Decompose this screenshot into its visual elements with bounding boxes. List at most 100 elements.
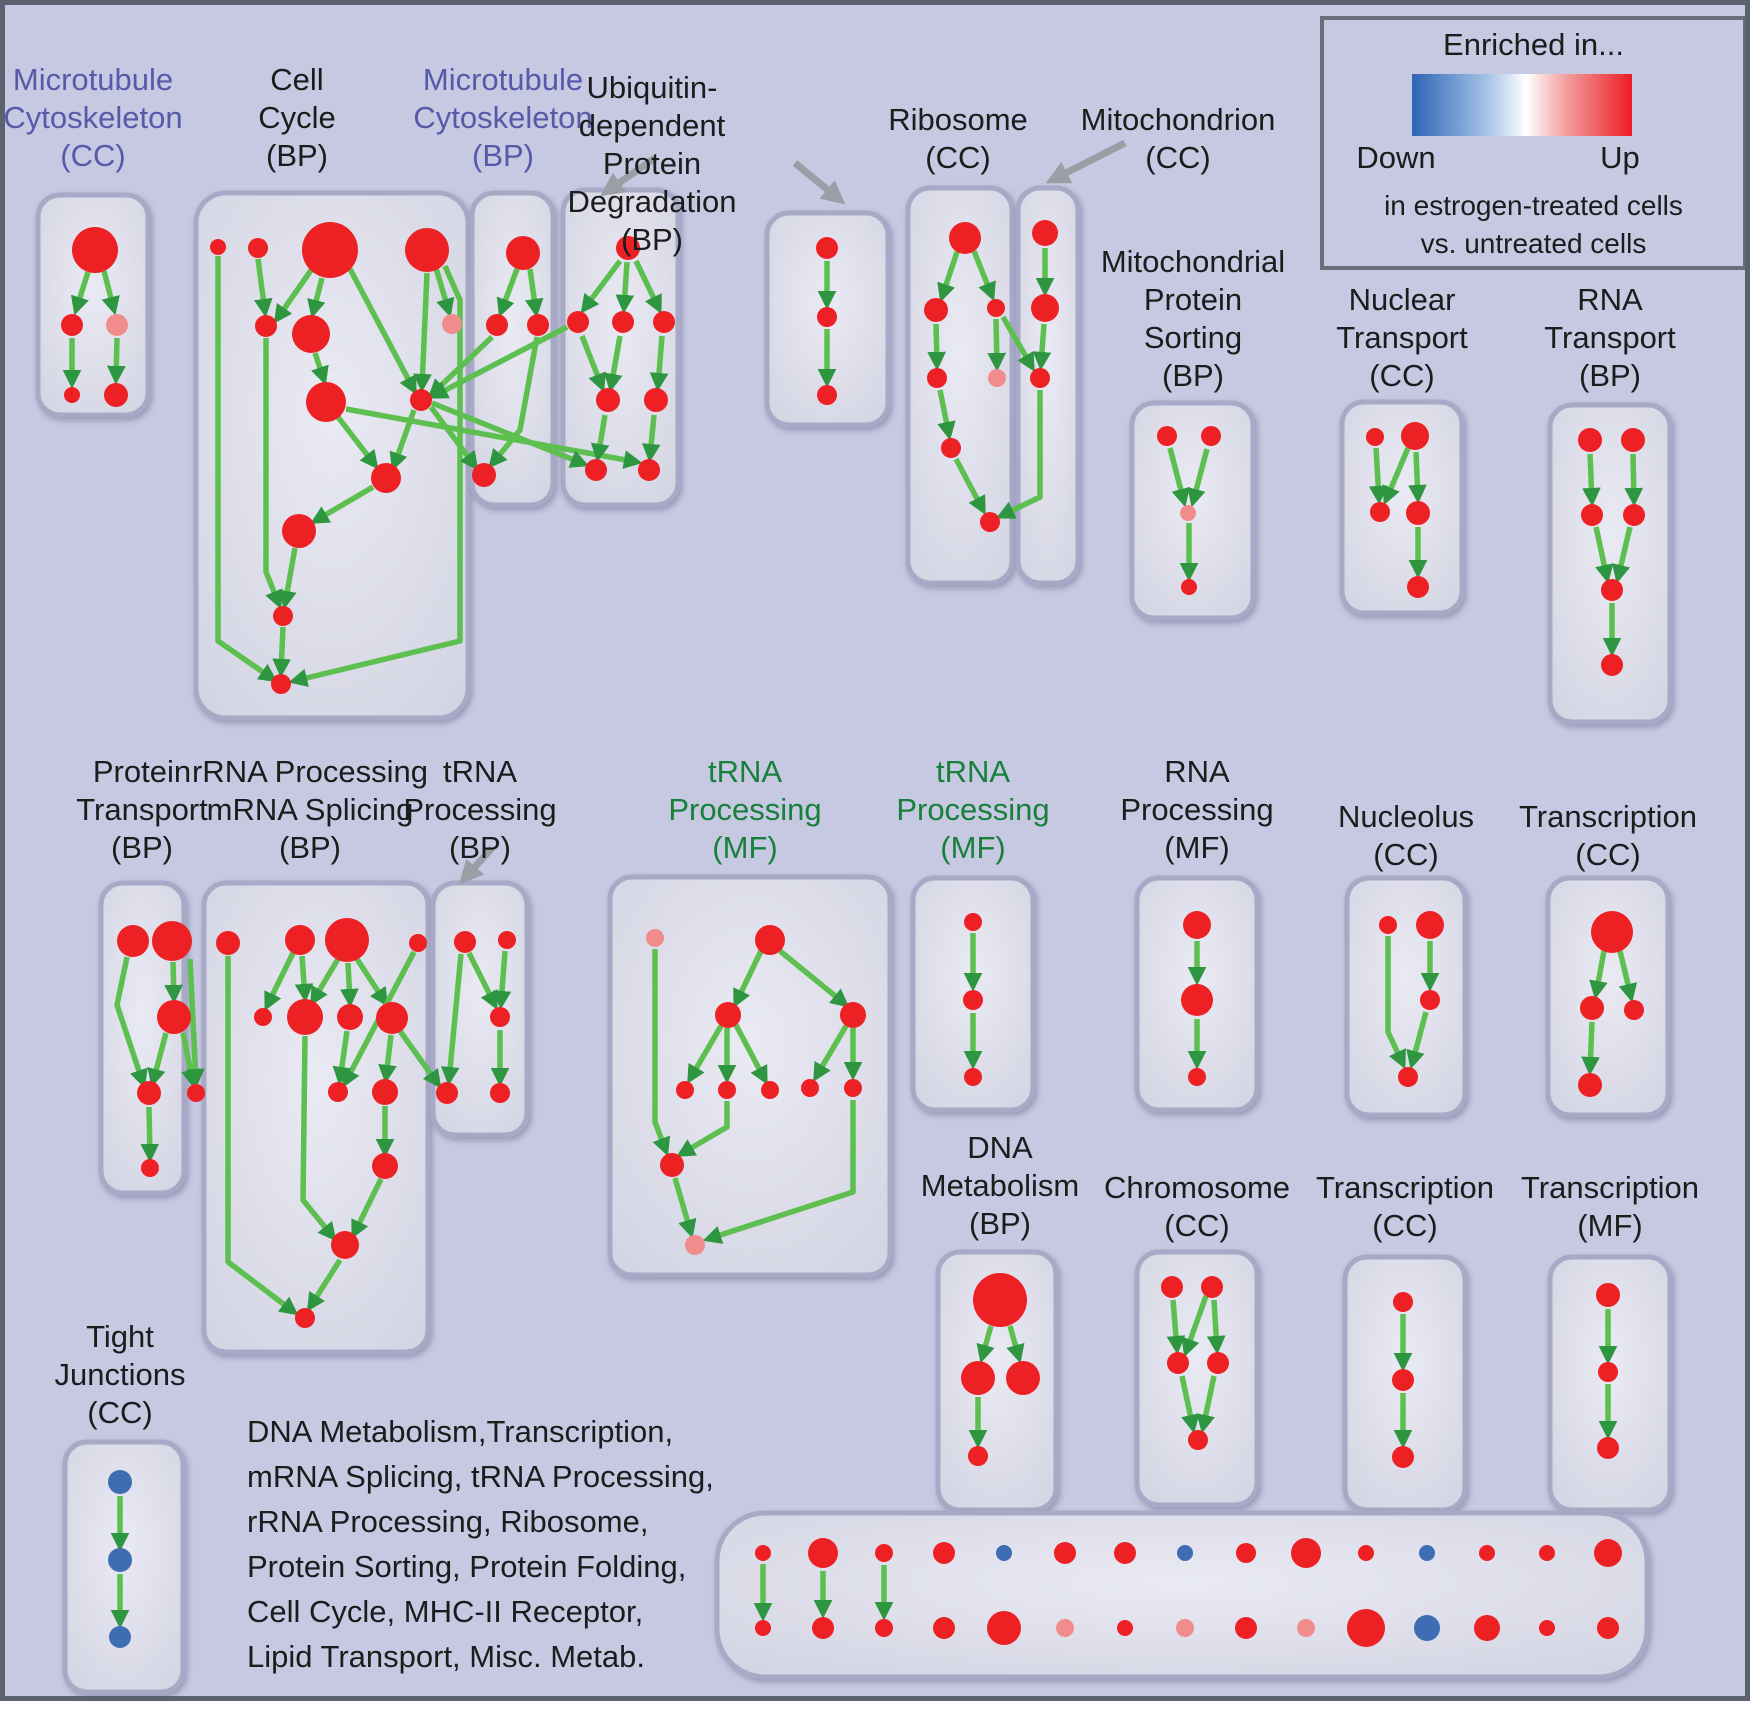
edge-arrow — [1611, 526, 1633, 584]
go-term-node — [187, 1084, 205, 1102]
go-term-node — [506, 236, 540, 270]
edge-arrow — [1166, 1299, 1186, 1355]
edge-arrow — [106, 337, 126, 385]
go-term-node — [331, 1231, 359, 1259]
go-term-node — [1414, 1615, 1440, 1641]
go-term-node — [1578, 1073, 1602, 1097]
rna-processing-mf-label: RNA — [1164, 754, 1230, 789]
label-pointer-arrow-icon — [1045, 139, 1127, 184]
edge-arrow — [615, 261, 635, 314]
go-term-node — [72, 227, 118, 273]
go-term-node — [988, 369, 1006, 387]
edge-arrow — [953, 457, 986, 515]
legend-up-label: Up — [1600, 140, 1640, 175]
edge-arrow — [778, 948, 850, 1008]
edge-arrow — [215, 256, 278, 683]
go-term-node — [567, 311, 589, 333]
dna-metabolism-bp-label: DNA — [967, 1130, 1033, 1165]
edge-arrow — [590, 414, 610, 463]
go-term-node — [409, 934, 427, 952]
edge-arrow — [440, 953, 464, 1086]
edge-arrow — [1382, 446, 1411, 506]
nuclear-transport-cc-box — [1339, 399, 1465, 616]
protein-transport-bp-label: Protein — [93, 754, 191, 789]
go-term-node — [596, 388, 620, 412]
cell-cycle-bp-label: Cell — [270, 62, 323, 97]
go-term-node — [1366, 428, 1384, 446]
go-term-node — [1157, 426, 1177, 446]
go-term-node — [1181, 579, 1197, 595]
edge-arrow — [466, 951, 498, 1011]
go-term-node — [210, 239, 226, 255]
trna-processing-mf-a-label: (MF) — [712, 830, 777, 865]
edge-arrow — [937, 389, 956, 441]
edge-arrow — [733, 1023, 768, 1085]
go-term-node — [1393, 1292, 1413, 1312]
go-term-node — [486, 314, 508, 336]
go-term-node — [372, 1153, 398, 1179]
go-term-node — [64, 387, 80, 403]
microtubule-cytoskeleton-bp-label: Microtubule — [423, 62, 583, 97]
edge-arrow — [264, 951, 296, 1012]
go-term-node — [106, 314, 128, 336]
go-term-node — [1291, 1538, 1321, 1568]
cell-cycle-bp-label: Cycle — [258, 100, 336, 135]
go-term-node — [987, 299, 1005, 317]
edge-arrow — [1385, 936, 1406, 1070]
tight-junctions-cc-label: Junctions — [55, 1357, 186, 1392]
edge-arrow — [1187, 448, 1210, 508]
go-term-node — [1601, 654, 1623, 676]
nuclear-transport-cc-label: (CC) — [1369, 358, 1434, 393]
nuclear-transport-cc-label: Transport — [1336, 320, 1468, 355]
go-term-node — [376, 1002, 408, 1034]
rna-transport-bp-label: Transport — [1544, 320, 1676, 355]
trna-processing-bp-label: Processing — [403, 792, 556, 827]
transcription-mf-label: (MF) — [1577, 1208, 1642, 1243]
go-term-node — [1594, 1539, 1622, 1567]
trna-processing-mf-a-box — [607, 874, 893, 1278]
go-term-node — [1539, 1620, 1555, 1636]
go-term-node — [137, 1081, 161, 1105]
go-term-node — [616, 236, 640, 260]
edge-arrow — [429, 324, 569, 399]
edge-arrow — [1408, 451, 1427, 504]
edge-arrow — [288, 264, 463, 688]
go-term-node — [638, 459, 660, 481]
go-term-node — [442, 314, 462, 334]
tight-junctions-cc-label: (CC) — [87, 1395, 152, 1430]
go-term-node — [980, 512, 1000, 532]
go-term-node — [585, 459, 607, 481]
edge-arrow — [433, 267, 455, 318]
go-term-node — [248, 238, 268, 258]
go-term-node — [816, 237, 838, 259]
edge-arrow — [147, 1032, 169, 1088]
go-term-node — [1176, 1619, 1194, 1637]
chromosome-cc-label: Chromosome — [1104, 1170, 1290, 1205]
microtubule-cytoskeleton-cc-box — [35, 192, 151, 418]
edge-arrow — [335, 415, 379, 470]
microtubule-cytoskeleton-cc-label: (CC) — [60, 138, 125, 173]
go-term-node — [117, 925, 149, 957]
go-term-node — [808, 1538, 838, 1568]
trna-processing-bp-label: tRNA — [443, 754, 517, 789]
edge-arrow — [272, 626, 291, 678]
rrna-processing-mrna-splicing-bp-label: mRNA Splicing — [207, 792, 414, 827]
edge-arrow — [225, 956, 299, 1316]
edge-arrow — [378, 1034, 397, 1084]
go-term-node — [1392, 1446, 1414, 1468]
edge-arrow — [1032, 323, 1052, 371]
edge-arrow — [1179, 1375, 1200, 1434]
go-term-node — [644, 388, 668, 412]
transcription-mf-label: Transcription — [1521, 1170, 1699, 1205]
edge-arrow — [604, 335, 623, 393]
go-term-node — [295, 1308, 315, 1328]
go-term-node — [1177, 1545, 1193, 1561]
edge-arrow — [672, 1177, 697, 1239]
go-term-node — [964, 1068, 982, 1086]
go-term-node — [1392, 1369, 1414, 1391]
cell-cycle-bp-label: (BP) — [266, 138, 328, 173]
edge-arrow — [676, 1101, 730, 1157]
trna-processing-mf-b-label: Processing — [896, 792, 1049, 827]
